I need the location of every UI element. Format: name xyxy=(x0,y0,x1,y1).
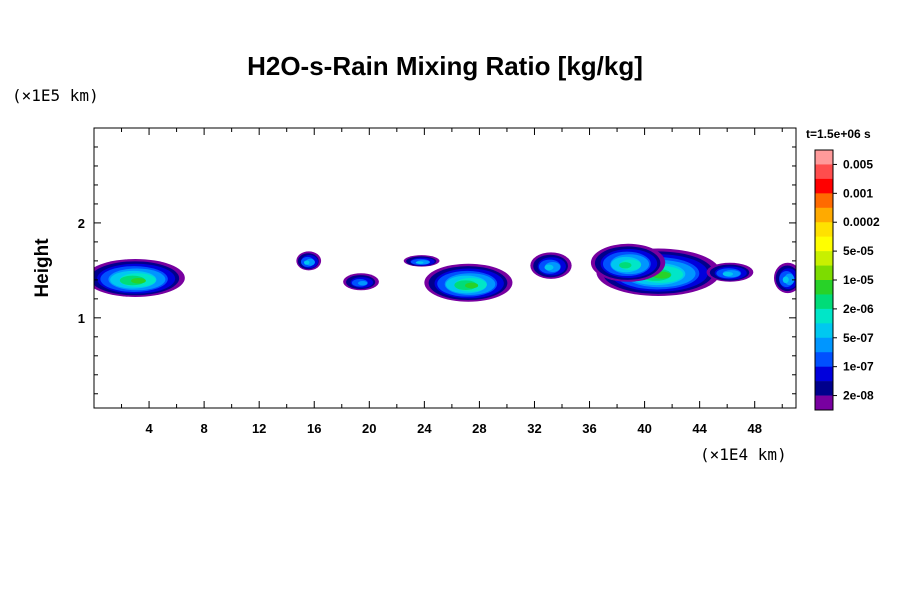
colorbar-swatch xyxy=(815,337,833,353)
x-tick-label: 44 xyxy=(692,421,707,436)
colorbar-label: 0.0002 xyxy=(843,215,880,229)
rain-cell xyxy=(343,273,379,291)
rain-cell xyxy=(94,258,185,297)
rain-cell xyxy=(424,263,513,302)
contour-level xyxy=(357,280,368,286)
x-tick-label: 32 xyxy=(527,421,541,436)
colorbar-label: 2e-06 xyxy=(843,302,874,316)
colorbar-swatch xyxy=(815,366,833,382)
x-axis: 4 8 12 16 20 24 28 32 36 40 44 48 xyxy=(121,128,783,436)
contour-level xyxy=(782,276,789,284)
x-tick-label: 8 xyxy=(201,421,208,436)
y-axis-label: Height xyxy=(32,238,53,298)
y-tick-label: 2 xyxy=(78,216,85,231)
x-tick-label: 36 xyxy=(582,421,596,436)
x-tick-label: 28 xyxy=(472,421,486,436)
colorbar-swatch xyxy=(815,395,833,411)
plot-area xyxy=(94,243,796,302)
colorbar-swatch xyxy=(815,178,833,194)
colorbar-swatch xyxy=(815,323,833,339)
colorbar-swatch xyxy=(815,308,833,324)
contour-level xyxy=(131,277,146,284)
colorbar-label: 1e-05 xyxy=(843,273,874,287)
colorbar-swatch xyxy=(815,251,833,266)
x-tick-label: 40 xyxy=(637,421,651,436)
colorbar-label: 0.001 xyxy=(843,186,873,200)
colorbar-label: 1e-07 xyxy=(843,360,874,374)
rain-cell xyxy=(706,262,754,282)
colorbar-swatch xyxy=(815,193,833,209)
plot-frame xyxy=(93,127,797,409)
colorbar-swatch xyxy=(815,381,833,396)
rain-cell xyxy=(530,252,572,279)
colorbar-swatch xyxy=(815,150,833,165)
x-tick-label: 16 xyxy=(307,421,321,436)
x-unit-label: (×1E4 km) xyxy=(700,445,787,464)
x-tick-label: 20 xyxy=(362,421,376,436)
contour-level xyxy=(544,264,554,271)
x-tick-label: 48 xyxy=(747,421,761,436)
colorbar-swatch xyxy=(815,280,833,295)
rain-cell xyxy=(296,251,322,271)
contour-level xyxy=(304,260,310,265)
colorbar-swatch xyxy=(815,352,833,367)
colorbar-label: 5e-07 xyxy=(843,331,874,345)
colorbar-swatch xyxy=(815,164,833,180)
colorbar-swatch xyxy=(815,222,833,237)
rain-cell xyxy=(590,243,666,282)
colorbar: 0.005 0.001 0.0002 5e-05 1e-05 2e-06 5e-07 1e-0… xyxy=(814,149,880,411)
y-unit-label: (×1E5 km) xyxy=(12,86,99,105)
y-tick-label: 1 xyxy=(78,311,85,326)
contour-level xyxy=(619,262,632,269)
contour-level xyxy=(465,282,479,289)
x-tick-label: 24 xyxy=(417,421,432,436)
chart-title: H2O-s-Rain Mixing Ratio [kg/kg] xyxy=(247,51,643,81)
x-tick-label: 12 xyxy=(252,421,266,436)
y-axis: 12 xyxy=(78,146,796,395)
rain-cell xyxy=(773,262,796,294)
colorbar-label: 2e-08 xyxy=(843,389,874,403)
colorbar-label: 5e-05 xyxy=(843,244,874,258)
colorbar-swatch xyxy=(815,265,833,281)
x-tick-label: 4 xyxy=(145,421,153,436)
rain-cell xyxy=(403,255,440,267)
colorbar-label: 0.005 xyxy=(843,157,873,171)
contour-level xyxy=(722,271,734,277)
time-label: t=1.5e+06 s xyxy=(806,127,871,141)
colorbar-swatch xyxy=(815,236,833,252)
contour-level xyxy=(415,261,424,264)
colorbar-swatch xyxy=(815,294,833,310)
colorbar-swatch xyxy=(815,207,833,223)
